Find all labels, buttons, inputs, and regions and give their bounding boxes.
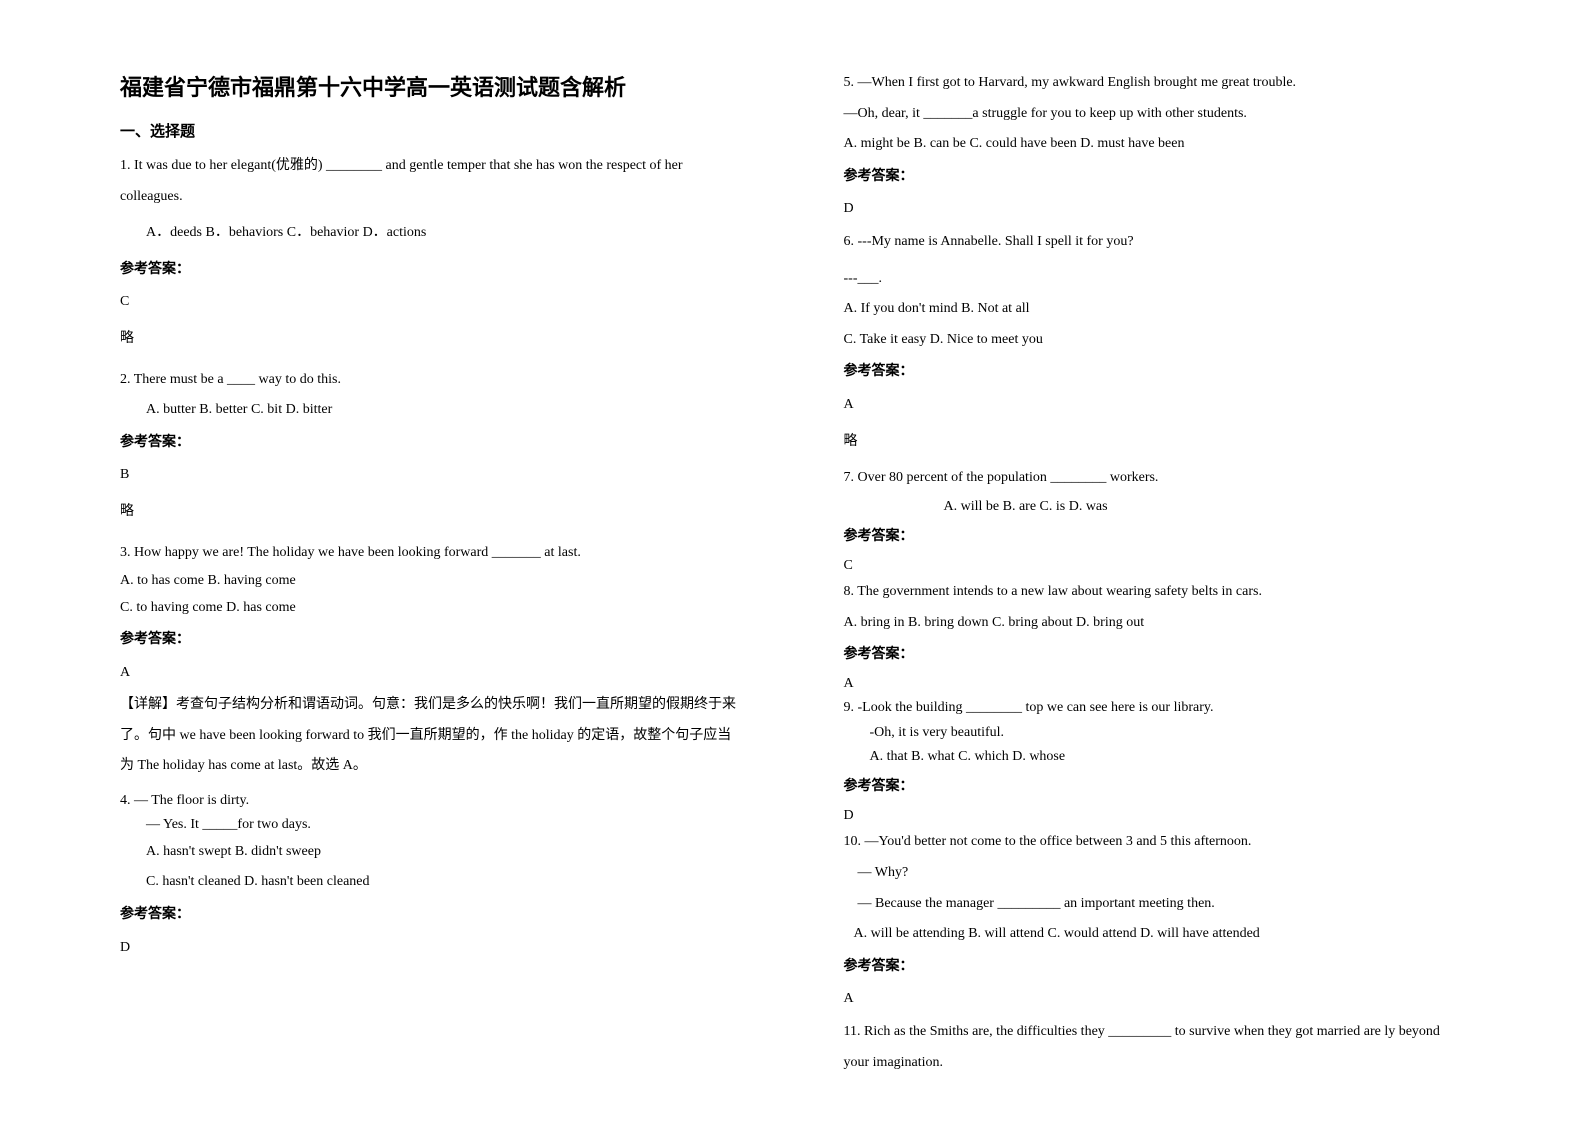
omit-text: 略	[844, 429, 1488, 456]
q4-stem-a: 4. — The floor is dirty.	[120, 790, 764, 812]
q6-answer: A	[844, 392, 1488, 419]
q6-options-a: A. If you don't mind B. Not at all	[844, 296, 1488, 323]
q5-options: A. might be B. can be C. could have been…	[844, 131, 1488, 158]
q8-stem: 8. The government intends to a new law a…	[844, 579, 1488, 606]
q11-stem-a: 11. Rich as the Smiths are, the difficul…	[844, 1019, 1488, 1046]
q9-options: A. that B. what C. which D. whose	[844, 746, 1488, 768]
q1-options: A．deeds B．behaviors C．behavior D．actions	[120, 220, 764, 247]
q7-answer: C	[844, 555, 1488, 577]
answer-label: 参考答案：	[120, 627, 764, 654]
q5-answer: D	[844, 196, 1488, 223]
q11-stem-b: your imagination.	[844, 1050, 1488, 1077]
q4-options-a: A. hasn't swept B. didn't sweep	[120, 839, 764, 866]
q3-answer: A	[120, 660, 764, 687]
q10-stem-c: — Because the manager _________ an impor…	[844, 891, 1488, 918]
q5-stem-a: 5. —When I first got to Harvard, my awkw…	[844, 70, 1488, 97]
q2-stem: 2. There must be a ____ way to do this.	[120, 367, 764, 394]
q9-answer: D	[844, 805, 1488, 827]
q10-answer: A	[844, 986, 1488, 1013]
q7-stem: 7. Over 80 percent of the population ___…	[844, 465, 1488, 492]
q1-stem-a: 1. It was due to her elegant(优雅的) ______…	[120, 153, 764, 180]
q1-stem-b: colleagues.	[120, 184, 764, 211]
q10-stem-a: 10. —You'd better not come to the office…	[844, 829, 1488, 856]
answer-label: 参考答案：	[120, 430, 764, 457]
q3-options-a: A. to has come B. having come	[120, 570, 764, 592]
answer-label: 参考答案：	[844, 359, 1488, 386]
q6-options-b: C. Take it easy D. Nice to meet you	[844, 327, 1488, 354]
answer-label: 参考答案：	[120, 902, 764, 929]
q2-answer: B	[120, 462, 764, 489]
q4-answer: D	[120, 935, 764, 962]
q6-stem-b: ---___.	[844, 266, 1488, 293]
q7-options: A. will be B. are C. is D. was	[844, 496, 1488, 518]
q3-explain-a: 【详解】考查句子结构分析和谓语动词。句意：我们是多么的快乐啊！我们一直所期望的假…	[120, 692, 764, 719]
answer-label: 参考答案：	[120, 257, 764, 284]
q4-stem-b: — Yes. It _____for two days.	[120, 814, 764, 836]
q3-options-b: C. to having come D. has come	[120, 595, 764, 622]
q4-options-b: C. hasn't cleaned D. hasn't been cleaned	[120, 869, 764, 896]
left-column: 福建省宁德市福鼎第十六中学高一英语测试题含解析 一、选择题 1. It was …	[100, 70, 804, 1082]
q3-stem: 3. How happy we are! The holiday we have…	[120, 540, 764, 567]
q10-stem-b: — Why?	[844, 860, 1488, 887]
q8-answer: A	[844, 673, 1488, 695]
answer-label: 参考答案：	[844, 642, 1488, 669]
q3-explain-b: 了。句中 we have been looking forward to 我们一…	[120, 723, 764, 750]
answer-label: 参考答案：	[844, 164, 1488, 191]
q1-answer: C	[120, 289, 764, 316]
answer-label: 参考答案：	[844, 524, 1488, 551]
page-container: 福建省宁德市福鼎第十六中学高一英语测试题含解析 一、选择题 1. It was …	[0, 0, 1587, 1122]
q9-stem-b: -Oh, it is very beautiful.	[844, 722, 1488, 744]
omit-text: 略	[120, 326, 764, 353]
omit-text: 略	[120, 499, 764, 526]
q2-options: A. butter B. better C. bit D. bitter	[120, 397, 764, 424]
right-column: 5. —When I first got to Harvard, my awkw…	[804, 70, 1508, 1082]
q10-options: A. will be attending B. will attend C. w…	[844, 921, 1488, 948]
q3-explain-c: 为 The holiday has come at last。故选 A。	[120, 753, 764, 780]
q8-options: A. bring in B. bring down C. bring about…	[844, 610, 1488, 637]
answer-label: 参考答案：	[844, 774, 1488, 801]
answer-label: 参考答案：	[844, 954, 1488, 981]
section-heading: 一、选择题	[120, 120, 764, 141]
q9-stem-a: 9. -Look the building ________ top we ca…	[844, 697, 1488, 719]
q6-stem-a: 6. ---My name is Annabelle. Shall I spel…	[844, 229, 1488, 256]
q5-stem-b: —Oh, dear, it _______a struggle for you …	[844, 101, 1488, 128]
document-title: 福建省宁德市福鼎第十六中学高一英语测试题含解析	[120, 70, 764, 102]
